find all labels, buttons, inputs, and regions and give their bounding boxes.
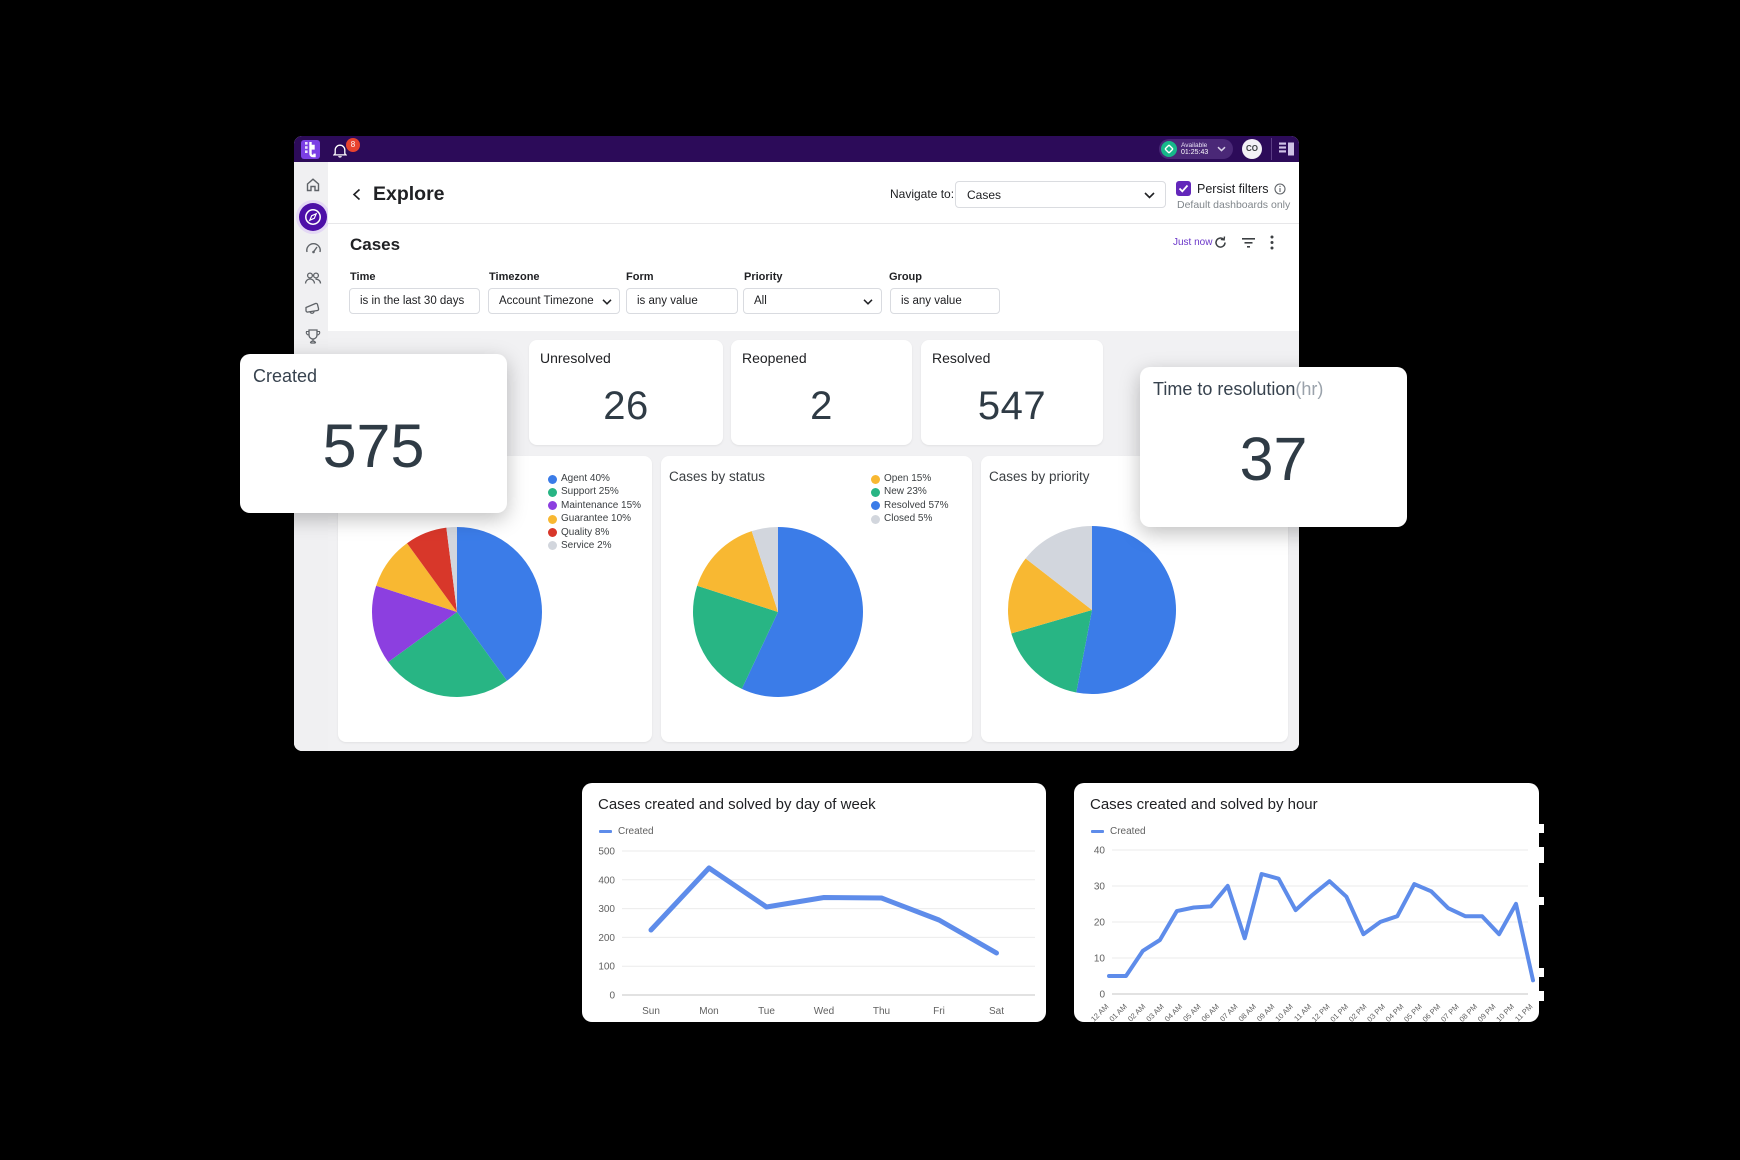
svg-text:200: 200: [598, 933, 615, 944]
svg-text:Tue: Tue: [758, 1006, 775, 1017]
svg-text:02 AM: 02 AM: [1126, 1002, 1147, 1022]
svg-text:12 PM: 12 PM: [1310, 1002, 1332, 1022]
svg-text:12 AM: 12 AM: [1089, 1002, 1110, 1022]
svg-text:Mon: Mon: [699, 1006, 718, 1017]
svg-text:08 PM: 08 PM: [1457, 1002, 1479, 1022]
svg-text:500: 500: [598, 847, 615, 858]
svg-text:Thu: Thu: [873, 1006, 890, 1017]
svg-text:300: 300: [598, 904, 615, 915]
svg-text:Wed: Wed: [814, 1006, 834, 1017]
svg-text:04 AM: 04 AM: [1163, 1002, 1184, 1022]
svg-text:03 AM: 03 AM: [1144, 1002, 1165, 1022]
svg-text:03 PM: 03 PM: [1365, 1002, 1387, 1022]
svg-text:Fri: Fri: [933, 1006, 945, 1017]
svg-text:02 PM: 02 PM: [1347, 1002, 1369, 1022]
svg-text:10 PM: 10 PM: [1494, 1002, 1516, 1022]
svg-text:10: 10: [1094, 954, 1106, 965]
svg-text:10 AM: 10 AM: [1273, 1002, 1294, 1022]
svg-text:01 AM: 01 AM: [1107, 1002, 1128, 1022]
svg-text:07 AM: 07 AM: [1218, 1002, 1239, 1022]
svg-text:08 AM: 08 AM: [1237, 1002, 1258, 1022]
svg-text:20: 20: [1094, 918, 1106, 929]
svg-text:0: 0: [609, 991, 615, 1002]
svg-text:400: 400: [598, 875, 615, 886]
svg-text:05 PM: 05 PM: [1402, 1002, 1424, 1022]
svg-text:04 PM: 04 PM: [1384, 1002, 1406, 1022]
svg-text:07 PM: 07 PM: [1439, 1002, 1461, 1022]
svg-text:40: 40: [1094, 846, 1106, 857]
svg-text:06 AM: 06 AM: [1200, 1002, 1221, 1022]
svg-text:05 AM: 05 AM: [1181, 1002, 1202, 1022]
svg-text:Sat: Sat: [989, 1006, 1004, 1017]
svg-text:100: 100: [598, 962, 615, 973]
svg-text:09 AM: 09 AM: [1255, 1002, 1276, 1022]
svg-text:06 PM: 06 PM: [1421, 1002, 1443, 1022]
svg-text:11 AM: 11 AM: [1292, 1002, 1313, 1022]
svg-text:11 PM: 11 PM: [1513, 1002, 1534, 1022]
svg-text:0: 0: [1099, 990, 1105, 1001]
svg-text:09 PM: 09 PM: [1476, 1002, 1498, 1022]
svg-text:01 PM: 01 PM: [1328, 1002, 1350, 1022]
svg-text:30: 30: [1094, 882, 1106, 893]
svg-text:Sun: Sun: [642, 1006, 660, 1017]
